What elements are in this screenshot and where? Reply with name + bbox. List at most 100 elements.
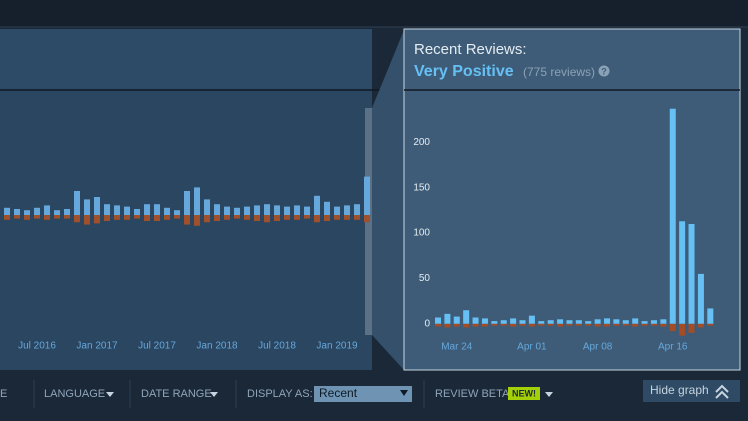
bar: [184, 215, 190, 225]
bar: [234, 215, 240, 219]
y-tick-label: 150: [413, 182, 430, 193]
chevron[interactable]: [715, 390, 729, 399]
bar: [154, 204, 160, 215]
bar: [74, 215, 80, 223]
y-tick-label: 100: [413, 228, 430, 239]
bar: [453, 316, 460, 324]
bar: [444, 323, 451, 328]
bar: [264, 204, 270, 215]
bar: [274, 205, 280, 215]
bar: [364, 176, 370, 215]
bar: [594, 323, 601, 327]
bar: [707, 323, 714, 326]
bar: [144, 204, 150, 215]
bar: [204, 215, 210, 223]
bar: [575, 320, 582, 324]
bar: [54, 215, 60, 219]
review-count: (775 reviews): [523, 65, 595, 79]
bar: [204, 199, 210, 215]
dropdown-arrow: [106, 392, 114, 397]
display-value[interactable]: Recent: [319, 386, 358, 400]
bar: [613, 323, 620, 326]
bar: [650, 323, 657, 326]
bar: [304, 206, 310, 215]
bar: [84, 215, 90, 225]
x-tick-label: Jul 2016: [18, 341, 56, 352]
display-select[interactable]: [314, 386, 412, 402]
bar: [124, 215, 130, 220]
bar: [472, 317, 479, 324]
bar: [622, 323, 629, 326]
bar: [194, 187, 200, 215]
bar: [194, 215, 200, 226]
x-tick-label: Apr 08: [583, 342, 613, 353]
y-tick-label: 0: [424, 318, 430, 329]
bar: [622, 320, 629, 324]
bar: [254, 215, 260, 221]
help-icon[interactable]: [598, 65, 610, 77]
bar: [566, 320, 573, 324]
bar: [519, 320, 526, 324]
bar: [528, 323, 535, 327]
bar: [104, 215, 110, 221]
bar: [660, 323, 667, 327]
bar: [314, 215, 320, 223]
bar: [94, 197, 100, 215]
bar: [707, 308, 714, 324]
bar: [84, 199, 90, 215]
bar: [594, 319, 601, 324]
bar: [510, 323, 517, 327]
bar: [254, 205, 260, 215]
filter-language[interactable]: LANGUAGE: [44, 388, 105, 400]
bar: [174, 210, 180, 215]
bar: [324, 201, 330, 215]
bar: [472, 323, 479, 327]
bar: [354, 215, 360, 220]
bar: [224, 206, 230, 215]
bar: [547, 320, 554, 324]
bar: [134, 215, 140, 219]
bar: [14, 215, 20, 219]
bar: [94, 215, 100, 224]
bar: [54, 210, 60, 215]
bar: [174, 215, 180, 219]
bar: [314, 195, 320, 215]
bar: [435, 323, 441, 327]
dropdown-arrow: [210, 392, 218, 397]
x-tick-label: Mar 24: [441, 342, 473, 353]
bar: [538, 321, 545, 324]
x-tick-label: Jan 2017: [76, 341, 118, 352]
x-tick-label: Apr 01: [517, 342, 547, 353]
chevron[interactable]: [715, 384, 729, 393]
bar: [557, 323, 564, 327]
y-tick-label: 200: [413, 137, 430, 148]
bar: [528, 315, 535, 324]
bar: [64, 209, 70, 215]
bar: [688, 323, 695, 333]
bar: [64, 215, 70, 219]
bar: [557, 319, 564, 324]
bar: [481, 318, 488, 324]
bar: [214, 204, 220, 215]
bar: [444, 313, 451, 324]
bar: [294, 215, 300, 220]
help-text[interactable]: ?: [601, 66, 607, 76]
bar: [481, 323, 488, 327]
bar: [519, 323, 526, 326]
filter-review-beta[interactable]: REVIEW BETA: [435, 388, 510, 400]
bar: [669, 108, 676, 324]
bar: [604, 323, 611, 327]
bar: [324, 215, 330, 221]
filter-date-range[interactable]: DATE RANGE: [141, 388, 212, 400]
recent-title: Recent Reviews:: [414, 41, 527, 58]
bar: [184, 191, 190, 215]
bar: [547, 323, 554, 326]
x-tick-label: Jan 2019: [316, 341, 358, 352]
bar: [334, 215, 340, 220]
hide-graph-text[interactable]: Hide graph: [650, 383, 709, 397]
bar: [294, 205, 300, 215]
hide-graph-button[interactable]: [643, 380, 740, 402]
bar: [154, 215, 160, 221]
bar: [344, 205, 350, 215]
